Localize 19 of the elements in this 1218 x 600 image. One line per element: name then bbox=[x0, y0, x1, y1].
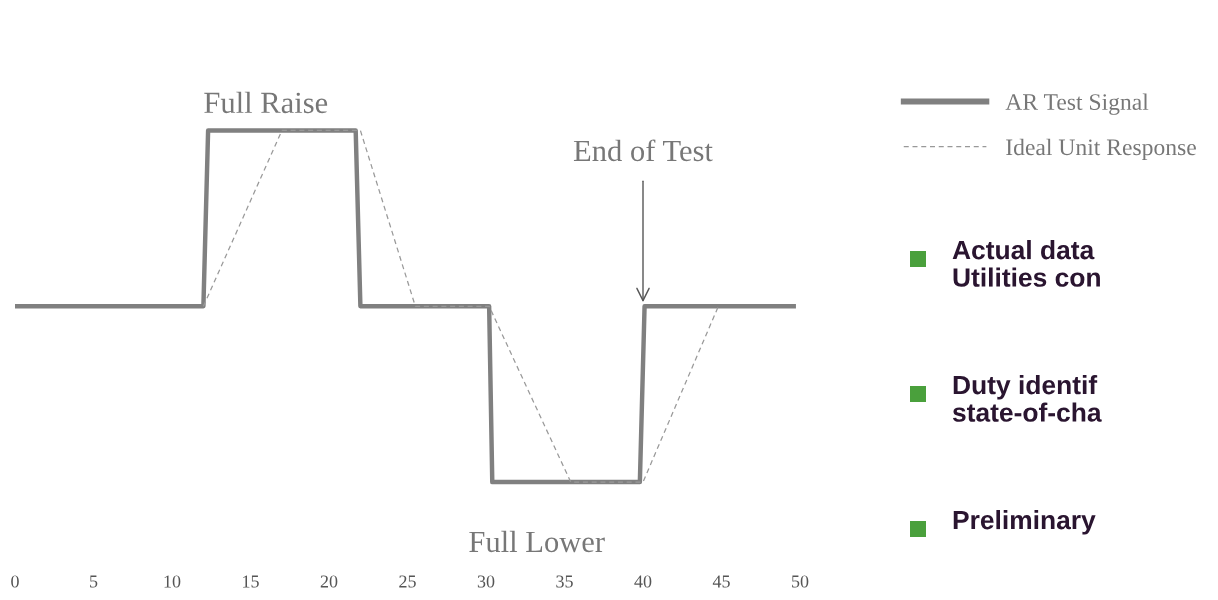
x-tick-label: 30 bbox=[477, 575, 495, 588]
text: Actual data Utilities con bbox=[952, 240, 1100, 287]
x-tick-label: 10 bbox=[164, 575, 181, 588]
x-tick-label: 35 bbox=[556, 575, 573, 588]
x-tick-label: 5 bbox=[90, 575, 98, 588]
legend-label: AR Test Signal bbox=[1005, 93, 1149, 115]
x-tick-label: 20 bbox=[320, 575, 338, 588]
x-tick-label: 40 bbox=[634, 575, 652, 588]
legend-label: Ideal Unit Response bbox=[1006, 138, 1196, 161]
text: Preliminary bbox=[953, 510, 1096, 535]
annotation: Full Raise bbox=[204, 91, 328, 114]
x-tick-label: 0 bbox=[11, 575, 19, 588]
x-tick-label: 45 bbox=[712, 575, 730, 588]
x-tick-label: 15 bbox=[243, 575, 259, 588]
x-tick-label: 50 bbox=[792, 575, 809, 588]
text: Duty identif state-of-cha bbox=[952, 375, 1102, 422]
x-tick-label: 25 bbox=[399, 575, 416, 588]
annotation: Full Lower bbox=[469, 530, 605, 553]
annotation: End of Test bbox=[573, 139, 713, 162]
